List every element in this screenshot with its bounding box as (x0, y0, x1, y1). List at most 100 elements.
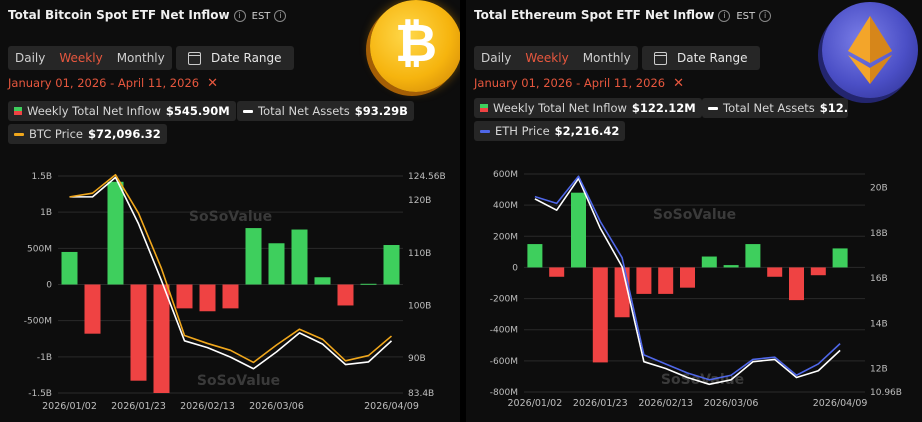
y-right-tick-label: 120B (408, 196, 431, 206)
bitcoin-coin-icon: ₿ (370, 0, 460, 92)
legend-label: Total Net Assets (723, 101, 815, 115)
eth-panel: Total Ethereum Spot ETF Net Inflow i EST i … (466, 0, 922, 422)
calendar-icon (188, 51, 201, 65)
bar (636, 267, 652, 294)
btc-dates-text: January 01, 2026 - April 11, 2026 (8, 76, 200, 90)
bar (360, 283, 377, 285)
watermark: SoSoValue (197, 373, 280, 389)
info-icon[interactable]: i (759, 10, 772, 22)
bar (810, 267, 826, 276)
tab-daily[interactable]: Daily (481, 51, 512, 65)
clear-dates-icon[interactable]: ✕ (207, 76, 218, 91)
btc-legend-price[interactable]: BTC Price $72,096.32 (8, 124, 167, 144)
ethereum-diamond-icon (848, 16, 892, 84)
total-net-assets-line (69, 176, 393, 370)
legend-value: $93.29B (354, 104, 408, 118)
y-left-tick-label: 0 (512, 263, 518, 273)
y-left-tick-label: -600M (490, 357, 518, 367)
eth-date-range-button[interactable]: Date Range (642, 46, 760, 70)
legend-value: $122.12M (631, 101, 696, 115)
x-tick-label: 2026/01/23 (111, 401, 166, 412)
line-swatch-icon (14, 132, 24, 136)
tab-weekly[interactable]: Weekly (59, 51, 103, 65)
x-tick-label: 2026/04/09 (813, 398, 868, 409)
bar (268, 243, 285, 285)
bar (789, 267, 804, 301)
x-tick-label: 2026/01/02 (42, 401, 97, 412)
x-tick-label: 2026/02/13 (638, 398, 693, 409)
date-range-label: Date Range (677, 51, 748, 65)
bar (291, 229, 308, 285)
eth-selected-dates: January 01, 2026 - April 11, 2026 ✕ (474, 76, 684, 91)
btc-panel: Total Bitcoin Spot ETF Net Inflow i EST i ₿… (0, 0, 460, 422)
y-left-tick-label: 1.5B (32, 172, 53, 182)
eth-interval-tabs: Daily Weekly Monthly (474, 46, 638, 70)
eth-chart: 600M 400M 200M 0 -200M -400M -600M -800M 20B 18B 1… (490, 170, 902, 409)
y-left-tick-label: -500M (24, 317, 52, 327)
y-left-tick-label: 0 (46, 281, 52, 291)
bar (245, 228, 262, 285)
eth-legend-inflow[interactable]: Weekly Total Net Inflow $122.12M (474, 98, 702, 118)
y-right-tick-label: 14B (870, 319, 888, 329)
bar (153, 284, 170, 393)
info-icon[interactable]: i (233, 10, 246, 22)
info-icon[interactable]: i (718, 10, 731, 22)
watermark: SoSoValue (189, 209, 272, 225)
eth-legend-assets[interactable]: Total Net Assets $12. (702, 98, 849, 118)
bar (527, 244, 543, 268)
y-left-tick-label: -400M (490, 326, 518, 336)
bar (701, 256, 717, 268)
legend-value: $545.90M (165, 104, 230, 118)
bar (337, 284, 354, 306)
eth-timezone: EST (736, 11, 756, 22)
bar (767, 267, 783, 277)
btc-title: Total Bitcoin Spot ETF Net Inflow i EST i (8, 8, 290, 22)
bar (314, 277, 331, 285)
y-left-tick-label: 600M (493, 170, 518, 180)
line-swatch-icon (708, 106, 718, 110)
bar (199, 284, 216, 312)
y-left-tick-label: -200M (490, 295, 518, 305)
legend-value: $72,096.32 (87, 127, 161, 141)
line-swatch-icon (243, 109, 253, 113)
legend-label: Weekly Total Net Inflow (493, 101, 627, 115)
btc-interval-tabs: Daily Weekly Monthly (8, 46, 172, 70)
legend-label: ETH Price (495, 124, 550, 138)
bar (222, 284, 239, 309)
btc-legend-inflow[interactable]: Weekly Total Net Inflow $545.90M (8, 101, 236, 121)
tab-monthly[interactable]: Monthly (116, 51, 165, 65)
eth-legend-price[interactable]: ETH Price $2,216.42 (474, 121, 626, 141)
eth-title: Total Ethereum Spot ETF Net Inflow i EST i (474, 8, 775, 22)
eth-dates-text: January 01, 2026 - April 11, 2026 (474, 76, 666, 90)
tab-monthly[interactable]: Monthly (582, 51, 631, 65)
y-left-tick-label: -1B (37, 353, 52, 363)
ethereum-coin-icon (822, 2, 918, 98)
info-icon[interactable]: i (274, 10, 287, 22)
legend-value: $2,216.42 (554, 124, 620, 138)
date-range-label: Date Range (211, 51, 282, 65)
y-left-tick-label: -1.5B (28, 389, 52, 399)
bar (571, 192, 586, 268)
bar (176, 284, 193, 309)
y-left-tick-label: 1B (40, 208, 52, 218)
y-left-tick-label: 400M (493, 201, 518, 211)
clear-dates-icon[interactable]: ✕ (673, 76, 684, 91)
y-right-tick-label: 110B (408, 249, 431, 259)
price-line (534, 175, 841, 381)
tab-daily[interactable]: Daily (15, 51, 46, 65)
y-right-tick-label: 10.96B (870, 388, 902, 398)
x-tick-label: 2026/01/23 (573, 398, 628, 409)
y-right-tick-label: 90B (408, 354, 426, 364)
y-right-tick-label: 100B (408, 301, 431, 311)
bar (745, 244, 761, 268)
y-right-tick-label: 83.4B (408, 389, 434, 399)
y-right-tick-label: 16B (870, 274, 888, 284)
btc-legend-assets[interactable]: Total Net Assets $93.29B (237, 101, 414, 121)
bar (549, 267, 565, 277)
line-swatch-icon (480, 129, 490, 133)
total-net-assets-line (534, 177, 841, 386)
legend-label: BTC Price (29, 127, 83, 141)
y-right-tick-label: 124.56B (408, 172, 446, 182)
btc-date-range-button[interactable]: Date Range (176, 46, 294, 70)
tab-weekly[interactable]: Weekly (525, 51, 569, 65)
